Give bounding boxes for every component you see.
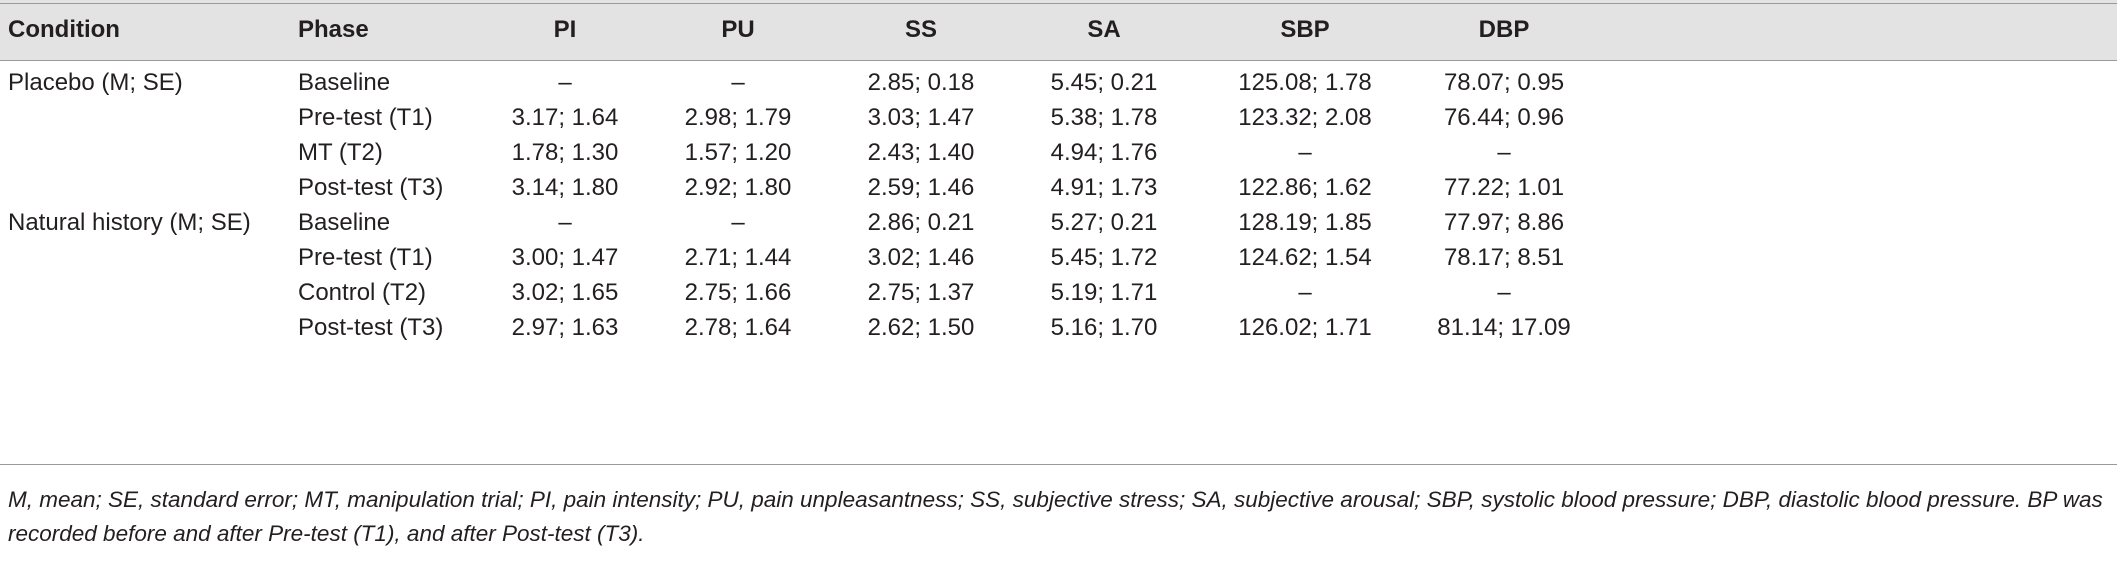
cell-sa: 5.27; 0.21 xyxy=(1050,209,1158,236)
cell-ss: 2.75; 1.37 xyxy=(867,279,975,306)
cell-dbp: 78.17; 8.51 xyxy=(1443,244,1565,271)
header-condition: Condition xyxy=(8,16,120,43)
header-phase: Phase xyxy=(298,16,369,43)
cell-pu: – xyxy=(731,209,745,236)
cell-pu: 2.98; 1.79 xyxy=(684,104,792,131)
cell-pi: 3.00; 1.47 xyxy=(511,244,619,271)
cell-phase: MT (T2) xyxy=(298,139,383,166)
header-sbp: SBP xyxy=(1280,16,1330,43)
cell-dbp: 76.44; 0.96 xyxy=(1443,104,1565,131)
header-dbp: DBP xyxy=(1478,16,1530,43)
cell-pi: – xyxy=(558,209,572,236)
cell-phase: Pre-test (T1) xyxy=(298,104,433,131)
cell-dbp: – xyxy=(1497,279,1511,306)
cell-pu: – xyxy=(731,69,745,96)
cell-sbp: 126.02; 1.71 xyxy=(1238,314,1372,341)
top-rule xyxy=(0,3,2117,4)
cell-sa: 5.16; 1.70 xyxy=(1050,314,1158,341)
cell-ss: 2.86; 0.21 xyxy=(867,209,975,236)
cell-pu: 2.92; 1.80 xyxy=(684,174,792,201)
cell-pu: 2.75; 1.66 xyxy=(684,279,792,306)
cell-sbp: 128.19; 1.85 xyxy=(1238,209,1372,236)
cell-pi: 3.02; 1.65 xyxy=(511,279,619,306)
cell-phase: Post-test (T3) xyxy=(298,314,444,341)
cell-dbp: 78.07; 0.95 xyxy=(1443,69,1565,96)
cell-ss: 3.02; 1.46 xyxy=(867,244,975,271)
cell-dbp: 77.22; 1.01 xyxy=(1443,174,1565,201)
cell-ss: 2.43; 1.40 xyxy=(867,139,975,166)
cell-phase: Control (T2) xyxy=(298,279,427,306)
cell-sa: 4.94; 1.76 xyxy=(1050,139,1158,166)
cell-phase: Baseline xyxy=(298,69,391,96)
cell-ss: 2.59; 1.46 xyxy=(867,174,975,201)
cell-phase: Pre-test (T1) xyxy=(298,244,433,271)
cell-sa: 5.19; 1.71 xyxy=(1050,279,1158,306)
cell-sa: 5.45; 1.72 xyxy=(1050,244,1158,271)
cell-sbp: 122.86; 1.62 xyxy=(1238,174,1372,201)
cell-dbp: 77.97; 8.86 xyxy=(1443,209,1565,236)
cell-pu: 1.57; 1.20 xyxy=(684,139,792,166)
header-pu: PU xyxy=(721,16,755,43)
table-header-row xyxy=(0,0,2117,60)
cell-sbp: 123.32; 2.08 xyxy=(1238,104,1372,131)
cell-phase: Baseline xyxy=(298,209,391,236)
cell-sbp: 124.62; 1.54 xyxy=(1238,244,1372,271)
cell-ss: 2.62; 1.50 xyxy=(867,314,975,341)
cell-sa: 4.91; 1.73 xyxy=(1050,174,1158,201)
cell-ss: 2.85; 0.18 xyxy=(867,69,975,96)
header-sa: SA xyxy=(1087,16,1121,43)
cell-sbp: 125.08; 1.78 xyxy=(1238,69,1372,96)
cell-sbp: – xyxy=(1298,279,1312,306)
cell-pu: 2.71; 1.44 xyxy=(684,244,792,271)
cell-sa: 5.45; 0.21 xyxy=(1050,69,1158,96)
table-footnote: M, mean; SE, standard error; MT, manipul… xyxy=(8,487,2103,546)
cell-condition: Natural history (M; SE) xyxy=(8,209,251,236)
cell-dbp: – xyxy=(1497,139,1511,166)
header-pi: PI xyxy=(553,16,577,43)
header-ss: SS xyxy=(904,16,937,43)
cell-phase: Post-test (T3) xyxy=(298,174,444,201)
cell-dbp: 81.14; 17.09 xyxy=(1437,314,1571,341)
cell-pi: 1.78; 1.30 xyxy=(511,139,619,166)
cell-sa: 5.38; 1.78 xyxy=(1050,104,1158,131)
cell-condition: Placebo (M; SE) xyxy=(8,69,183,96)
header-rule xyxy=(0,60,2117,61)
cell-pi: 3.17; 1.64 xyxy=(511,104,619,131)
cell-pi: 3.14; 1.80 xyxy=(511,174,619,201)
bottom-rule xyxy=(0,464,2117,465)
cell-pi: 2.97; 1.63 xyxy=(511,314,619,341)
cell-sbp: – xyxy=(1298,139,1312,166)
cell-ss: 3.03; 1.47 xyxy=(867,104,975,131)
cell-pi: – xyxy=(558,69,572,96)
cell-pu: 2.78; 1.64 xyxy=(684,314,792,341)
